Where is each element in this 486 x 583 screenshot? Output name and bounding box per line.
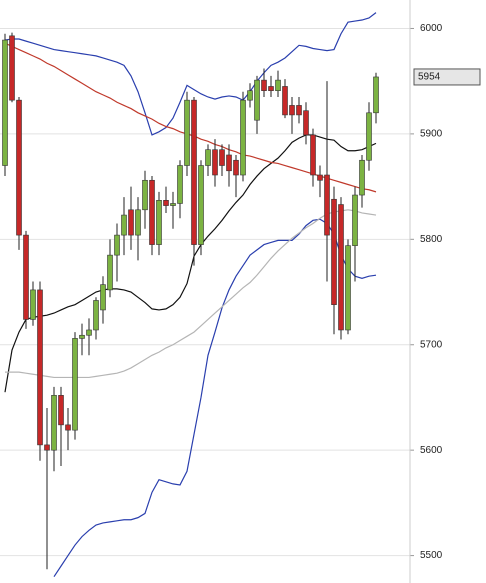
candle-body (205, 149, 211, 166)
candle-body (254, 79, 260, 121)
candle-body (331, 198, 337, 305)
candle-body (296, 105, 302, 116)
candle-body (121, 214, 127, 236)
candle-body (317, 174, 323, 181)
candle-body (366, 112, 372, 161)
y-tick-label: 5500 (420, 550, 443, 561)
candle-body (324, 174, 330, 236)
candle-body (212, 149, 218, 176)
candle-body (58, 395, 64, 426)
candle-body (170, 203, 176, 206)
candle-body (289, 105, 295, 116)
candle-body (261, 79, 267, 91)
candle-body (247, 90, 253, 101)
candle-body (303, 110, 309, 136)
candle-body (51, 395, 57, 451)
candle-body (198, 165, 204, 245)
candle-body (44, 444, 50, 451)
y-tick-label: 5700 (420, 339, 443, 350)
candle-body (191, 99, 197, 245)
last-price-label: 5954 (418, 72, 441, 83)
candle-body (352, 194, 358, 246)
candle-body (338, 204, 344, 331)
candle-body (345, 245, 351, 331)
candle-body (16, 99, 22, 236)
candle-body (275, 79, 281, 91)
candle-body (93, 300, 99, 331)
candle-body (23, 234, 29, 320)
candle-body (114, 234, 120, 256)
candle-body (219, 149, 225, 166)
candle-body (100, 284, 106, 311)
y-tick-label: 5800 (420, 234, 443, 245)
candle-body (156, 200, 162, 245)
candle-body (226, 154, 232, 172)
candle-body (240, 99, 246, 176)
candle-body (233, 159, 239, 176)
price-label-box (413, 68, 481, 86)
candle-body (2, 39, 8, 166)
indicator-line (5, 209, 377, 379)
candle-body (142, 179, 148, 211)
candle-body (373, 76, 379, 114)
candle-body (177, 165, 183, 204)
y-tick-label: 5600 (420, 445, 443, 456)
candle-body (268, 86, 274, 91)
candle-body (65, 424, 71, 431)
candle-body (310, 134, 316, 176)
candle-body (86, 329, 92, 336)
candle-body (282, 86, 288, 116)
candle-body (149, 179, 155, 245)
candle-body (163, 200, 169, 206)
indicator-line (53, 218, 377, 578)
candle-body (79, 334, 85, 339)
candle-body (135, 209, 141, 236)
candle-body (359, 159, 365, 196)
candle-body (9, 35, 15, 101)
y-tick-label: 5900 (420, 129, 443, 140)
indicator-line (4, 12, 377, 136)
candle-body (184, 99, 190, 166)
y-tick-label: 6000 (420, 23, 443, 34)
candle-body (72, 338, 78, 431)
candle-body (107, 254, 113, 291)
candle-body (37, 289, 43, 446)
candle-body (128, 209, 134, 236)
candle-body (30, 289, 36, 320)
